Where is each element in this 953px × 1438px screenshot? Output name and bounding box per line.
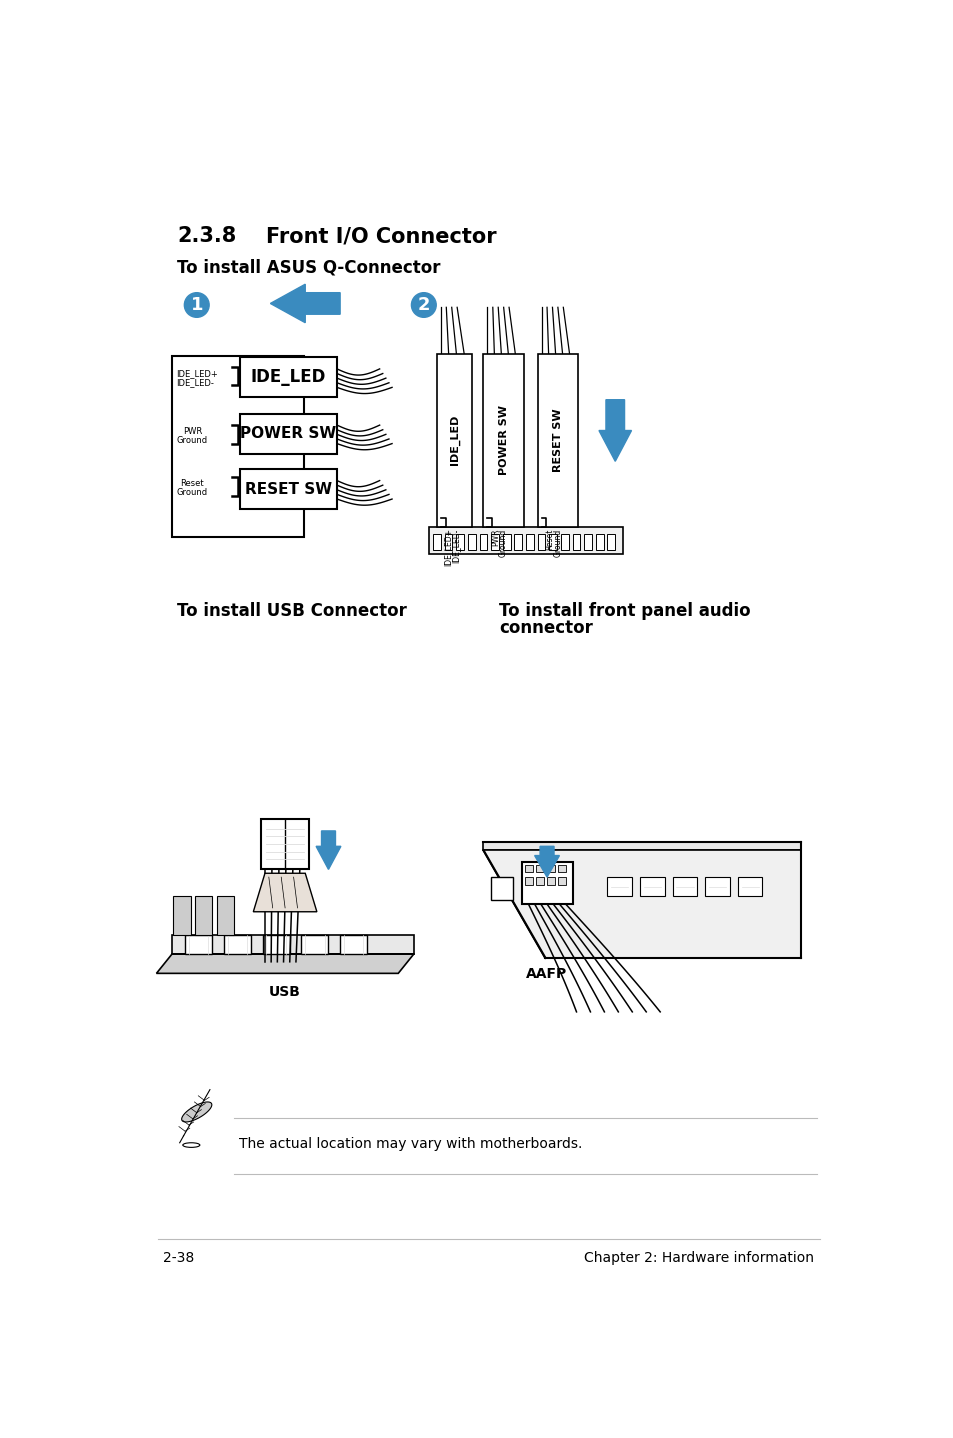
Polygon shape (483, 850, 801, 958)
Text: Reset: Reset (545, 528, 554, 549)
Text: AAFP: AAFP (526, 968, 567, 981)
Text: PWR: PWR (183, 427, 202, 436)
FancyBboxPatch shape (560, 535, 568, 549)
FancyBboxPatch shape (456, 535, 464, 549)
FancyBboxPatch shape (672, 877, 697, 896)
Polygon shape (216, 896, 233, 935)
Text: 2: 2 (417, 296, 430, 313)
FancyBboxPatch shape (429, 526, 622, 554)
Text: IDE_LED+: IDE_LED+ (176, 370, 218, 378)
FancyBboxPatch shape (536, 864, 543, 873)
FancyBboxPatch shape (444, 535, 452, 549)
Text: Ground: Ground (176, 489, 208, 498)
Text: connector: connector (498, 620, 592, 637)
FancyBboxPatch shape (436, 354, 472, 526)
FancyBboxPatch shape (521, 861, 572, 905)
Polygon shape (262, 935, 290, 953)
FancyBboxPatch shape (536, 877, 543, 884)
Text: Reset: Reset (179, 479, 203, 487)
FancyBboxPatch shape (468, 535, 476, 549)
Polygon shape (224, 935, 251, 953)
FancyBboxPatch shape (491, 877, 513, 900)
Text: 2.3.8: 2.3.8 (177, 226, 236, 246)
Text: 2-38: 2-38 (163, 1251, 194, 1264)
Polygon shape (172, 935, 414, 953)
FancyBboxPatch shape (737, 877, 761, 896)
Text: PWR: PWR (491, 528, 499, 546)
FancyBboxPatch shape (172, 355, 303, 536)
FancyArrow shape (598, 400, 631, 462)
Polygon shape (173, 896, 191, 935)
FancyBboxPatch shape (240, 414, 336, 453)
Text: POWER SW: POWER SW (240, 426, 336, 441)
Text: Chapter 2: Hardware information: Chapter 2: Hardware information (584, 1251, 814, 1264)
Text: IDE_LED: IDE_LED (449, 416, 459, 466)
Text: POWER SW: POWER SW (498, 406, 508, 475)
FancyBboxPatch shape (546, 877, 555, 884)
Polygon shape (156, 953, 414, 974)
Polygon shape (340, 935, 367, 953)
FancyBboxPatch shape (558, 864, 565, 873)
Circle shape (184, 293, 209, 318)
FancyBboxPatch shape (549, 535, 557, 549)
FancyBboxPatch shape (572, 535, 579, 549)
FancyBboxPatch shape (583, 535, 592, 549)
Text: Front I/O Connector: Front I/O Connector (266, 226, 497, 246)
FancyArrow shape (315, 831, 340, 870)
Text: IDE_LED+: IDE_LED+ (443, 528, 452, 567)
FancyBboxPatch shape (558, 877, 565, 884)
Text: To install ASUS Q-Connector: To install ASUS Q-Connector (177, 259, 440, 276)
Polygon shape (483, 843, 801, 850)
Text: Ground: Ground (176, 436, 208, 444)
FancyBboxPatch shape (607, 877, 632, 896)
FancyArrow shape (270, 285, 340, 322)
FancyBboxPatch shape (537, 354, 578, 526)
Polygon shape (253, 873, 316, 912)
Text: To install front panel audio: To install front panel audio (498, 603, 750, 620)
FancyBboxPatch shape (607, 535, 615, 549)
FancyBboxPatch shape (704, 877, 729, 896)
FancyBboxPatch shape (261, 820, 309, 870)
Text: The actual location may vary with motherboards.: The actual location may vary with mother… (239, 1137, 582, 1152)
Text: RESET SW: RESET SW (553, 408, 562, 472)
FancyBboxPatch shape (525, 535, 534, 549)
FancyBboxPatch shape (240, 358, 336, 397)
Text: USB: USB (269, 985, 301, 999)
Circle shape (411, 293, 436, 318)
FancyBboxPatch shape (525, 864, 533, 873)
Polygon shape (185, 935, 212, 953)
Text: Ground: Ground (553, 528, 561, 557)
FancyBboxPatch shape (491, 535, 498, 549)
FancyBboxPatch shape (502, 535, 510, 549)
FancyBboxPatch shape (546, 864, 555, 873)
Text: 1: 1 (191, 296, 203, 313)
FancyBboxPatch shape (514, 535, 521, 549)
Ellipse shape (183, 1143, 199, 1148)
Text: To install USB Connector: To install USB Connector (177, 603, 407, 620)
FancyBboxPatch shape (479, 535, 487, 549)
FancyBboxPatch shape (537, 535, 545, 549)
FancyBboxPatch shape (483, 354, 523, 526)
FancyBboxPatch shape (433, 535, 440, 549)
FancyBboxPatch shape (525, 877, 533, 884)
Text: Ground: Ground (498, 528, 507, 557)
Text: IDE_LED-: IDE_LED- (451, 528, 459, 562)
FancyBboxPatch shape (240, 469, 336, 509)
Polygon shape (181, 1102, 212, 1122)
Polygon shape (195, 896, 212, 935)
FancyBboxPatch shape (596, 535, 603, 549)
Text: RESET SW: RESET SW (245, 482, 332, 496)
Polygon shape (301, 935, 328, 953)
FancyBboxPatch shape (639, 877, 664, 896)
FancyArrow shape (534, 847, 558, 877)
Text: IDE_LED-: IDE_LED- (176, 378, 214, 387)
Text: IDE_LED: IDE_LED (251, 368, 326, 387)
